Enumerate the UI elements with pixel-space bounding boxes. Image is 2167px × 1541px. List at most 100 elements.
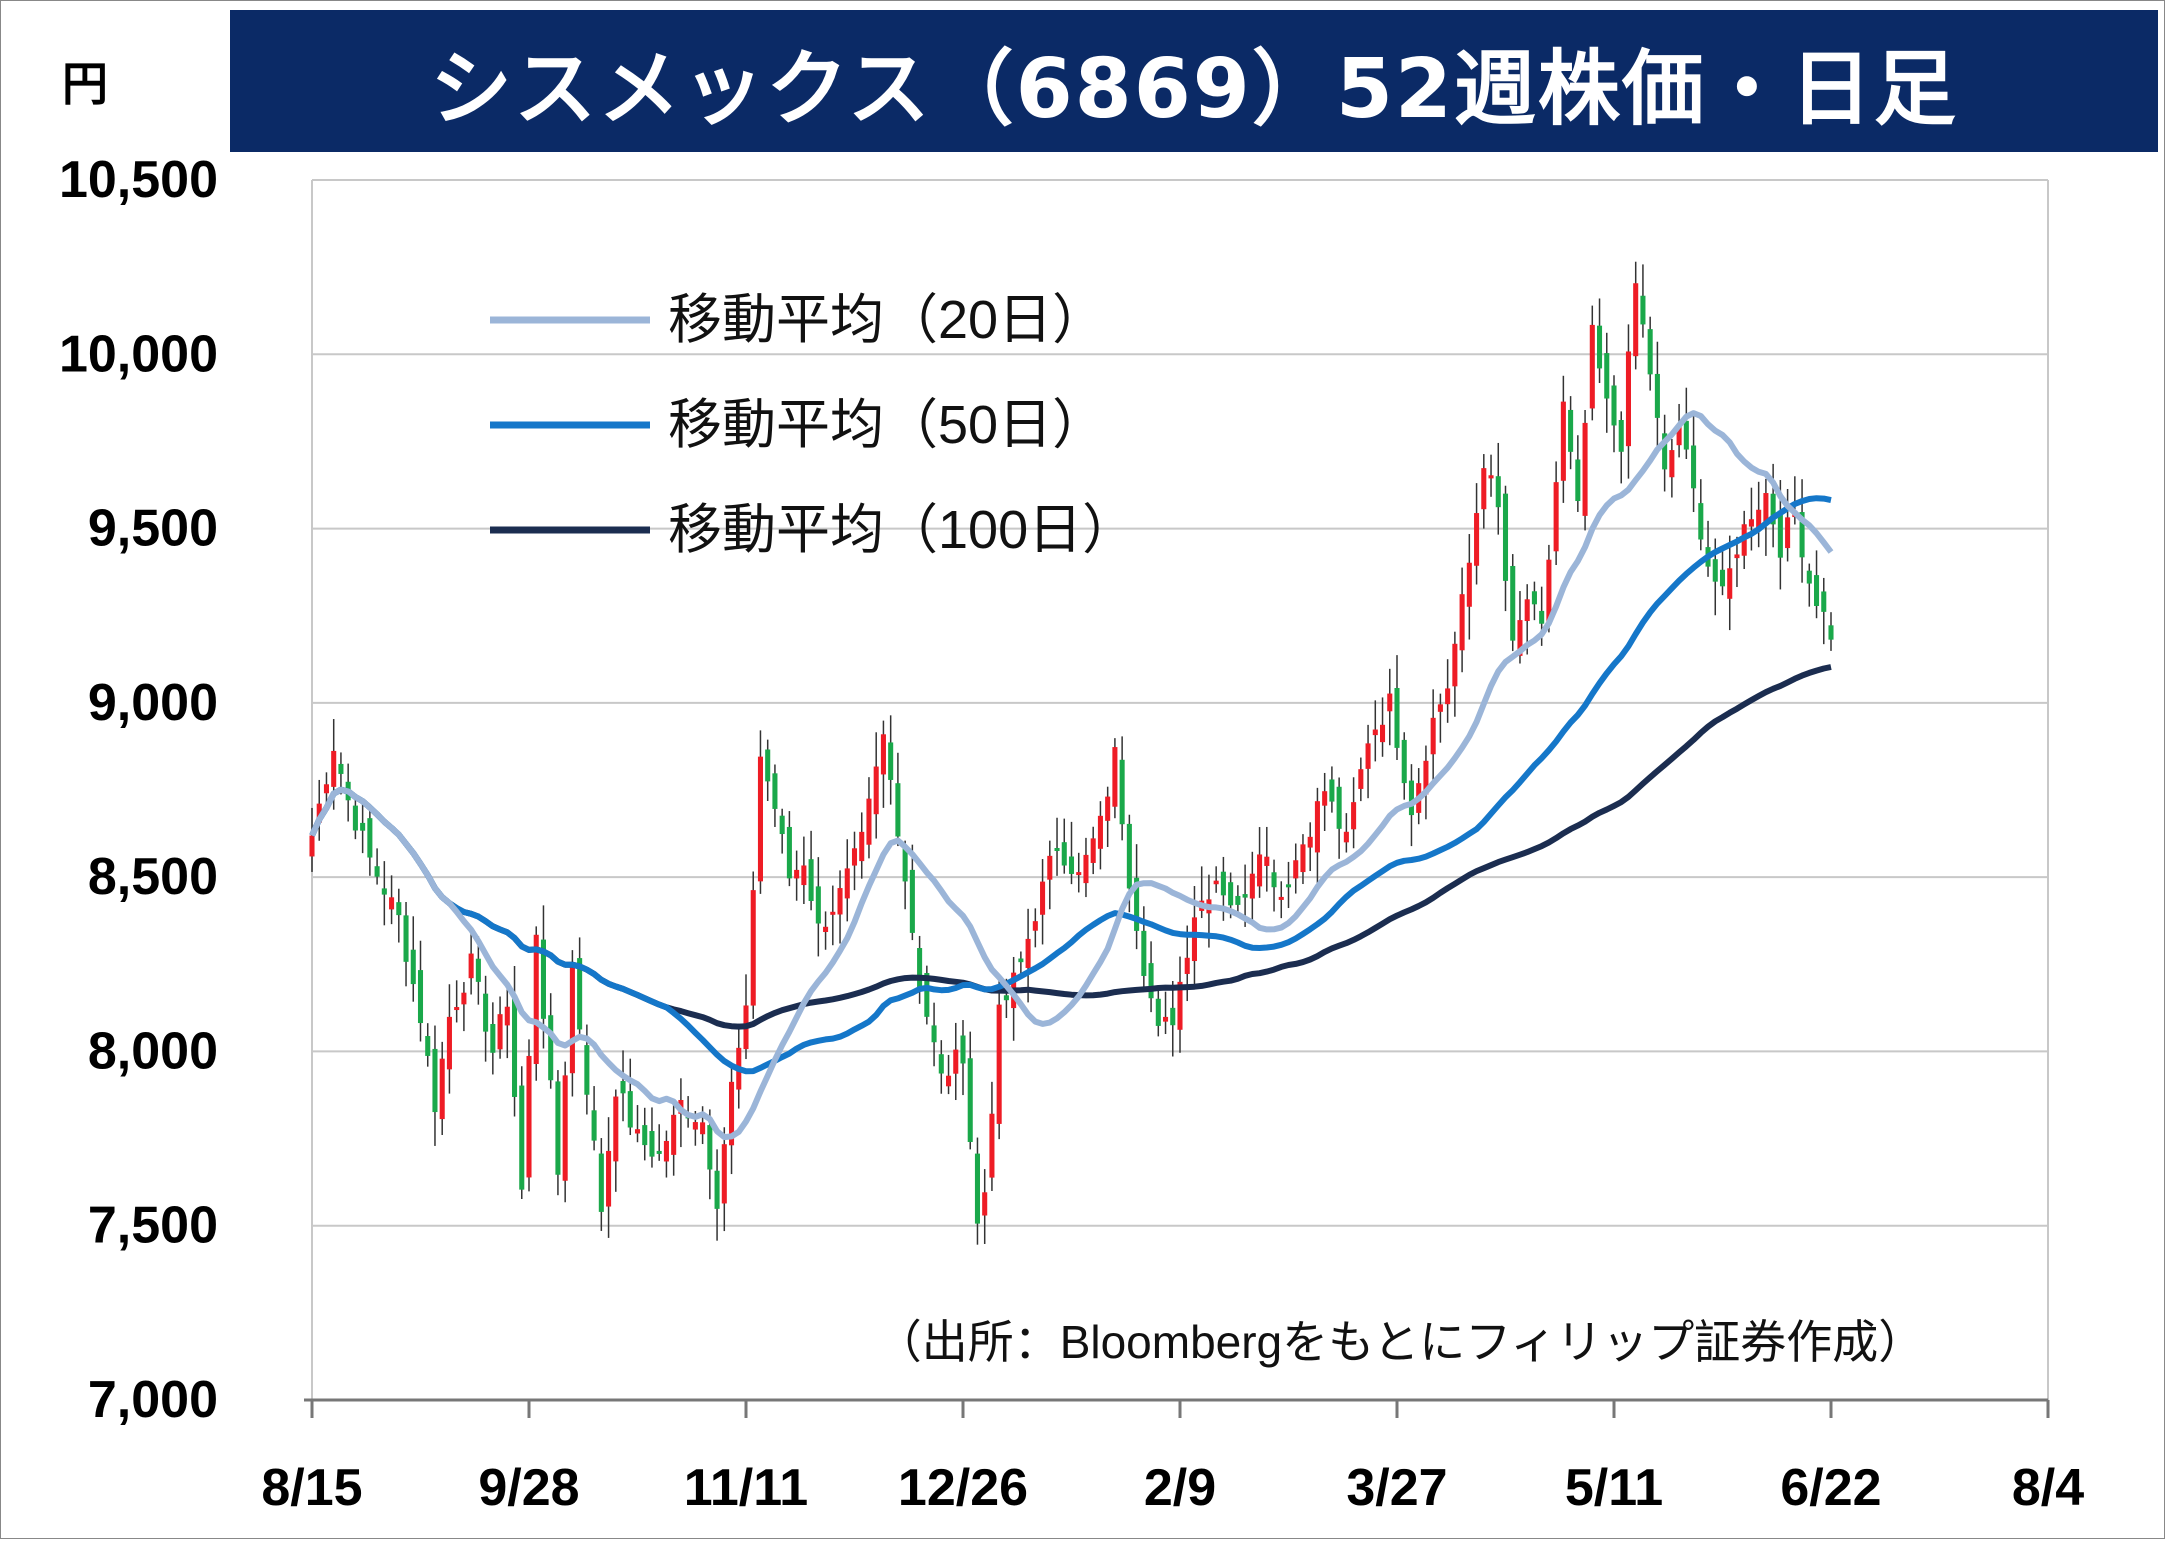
x-tick-label: 11/11: [684, 1459, 808, 1517]
candle-body: [1040, 881, 1046, 915]
legend: 移動平均（20日） 移動平均（50日） 移動平均（100日）: [490, 290, 1136, 560]
candle-body: [606, 1150, 612, 1207]
candle-body: [490, 1024, 496, 1053]
candle-body: [432, 1048, 438, 1113]
candlesticks: [309, 261, 1834, 1245]
candle-body: [707, 1125, 713, 1170]
candle-body: [1257, 854, 1263, 887]
candle-body: [1546, 559, 1552, 625]
y-tick-label: 8,500: [88, 848, 218, 906]
candle-body: [389, 897, 395, 910]
candle-body: [1343, 831, 1349, 843]
candle-body: [895, 783, 901, 837]
x-tick-labels: 8/15 9/28 11/11 12/26 2/9 3/27 5/11 6/22 8/4: [261, 1459, 2084, 1517]
candle-body: [468, 953, 474, 979]
candle-body: [873, 766, 879, 815]
candle-body: [396, 902, 402, 916]
candle-body: [1459, 594, 1465, 651]
candle-body: [627, 1091, 633, 1128]
candle-body: [1068, 856, 1075, 874]
candle-body: [1691, 445, 1697, 489]
candle-body: [1654, 373, 1660, 418]
candle-body: [808, 859, 814, 901]
y-tick-label: 7,000: [88, 1371, 218, 1429]
candle-body: [1640, 295, 1646, 325]
candle-body: [909, 869, 915, 933]
candle-body: [750, 890, 756, 1006]
candle-body: [1141, 930, 1147, 976]
candle-body: [982, 1192, 988, 1216]
candle-body: [902, 847, 908, 882]
y-tick-label: 8,000: [88, 1022, 218, 1080]
candle-body: [620, 1081, 626, 1094]
candle-body: [584, 1045, 590, 1095]
candle-body: [837, 888, 843, 915]
y-tick-label: 10,500: [59, 151, 218, 209]
candle-body: [1698, 503, 1704, 540]
candle-body: [446, 1016, 452, 1070]
candle-body: [1466, 562, 1472, 607]
candle-body: [569, 963, 575, 1074]
candle-body: [996, 1004, 1002, 1124]
x-tick-label: 2/9: [1144, 1459, 1216, 1517]
candle-body: [352, 805, 358, 831]
candle-body: [729, 1081, 735, 1146]
candle-body: [1293, 860, 1299, 879]
candle-body: [1314, 801, 1320, 853]
candle-body: [1112, 747, 1118, 807]
candle-body: [483, 993, 489, 1032]
candle-body: [1300, 844, 1306, 873]
candle-body: [1105, 796, 1111, 821]
candle-body: [367, 818, 373, 858]
candle-body: [1662, 433, 1668, 470]
candle-body: [1756, 509, 1762, 531]
candle-body: [974, 1153, 980, 1224]
candle-body: [823, 926, 829, 933]
chart-title: シスメックス（6869）52週株価・日足: [430, 41, 1958, 137]
candle-body: [1683, 420, 1689, 450]
candle-body: [1560, 401, 1566, 481]
y-tick-label: 7,500: [88, 1197, 218, 1255]
candle-body: [1814, 575, 1820, 606]
candle-body: [765, 749, 771, 782]
candle-body: [960, 1035, 966, 1064]
x-tick-label: 3/27: [1346, 1459, 1447, 1517]
candle-body: [1380, 724, 1386, 743]
candle-body: [1770, 493, 1776, 525]
candle-body: [1228, 882, 1234, 906]
candle-body: [1372, 729, 1378, 736]
candle-body: [439, 1058, 445, 1120]
y-tick-label: 10,000: [59, 325, 218, 383]
candle-body: [692, 1122, 698, 1130]
candle-body: [1597, 325, 1603, 369]
candle-body: [1633, 283, 1639, 357]
candle-body: [1799, 512, 1805, 558]
candle-body: [533, 934, 539, 1064]
candle-body: [1727, 568, 1733, 599]
x-tick-label: 8/15: [261, 1459, 362, 1517]
candle-body: [1264, 856, 1270, 866]
candle-body: [1568, 409, 1574, 452]
y-tick-labels: 7,000 7,500 8,000 8,500 9,000 9,500 10,000 10,5…: [59, 151, 218, 1429]
candle-body: [931, 1025, 937, 1043]
candle-body: [1575, 459, 1581, 502]
candle-body: [1502, 493, 1509, 581]
candle-body: [323, 784, 329, 794]
source-note: （出所：Bloombergをもとにフィリップ証券作成）: [876, 1316, 1925, 1368]
candle-body: [1126, 823, 1132, 889]
axes: [304, 179, 2050, 1418]
candle-body: [504, 1006, 510, 1026]
candle-body: [1032, 921, 1038, 931]
candle-body: [938, 1054, 944, 1074]
candle-body: [1763, 493, 1769, 525]
candle-body: [1828, 625, 1834, 640]
candle-body: [598, 1153, 604, 1212]
candle-body: [360, 822, 366, 831]
candle-body: [1430, 717, 1436, 755]
candle-body: [1278, 896, 1284, 900]
ma20-line: [309, 410, 1834, 1141]
candle-body: [1394, 688, 1400, 748]
candle-body: [555, 1081, 561, 1175]
candle-body: [851, 848, 858, 866]
